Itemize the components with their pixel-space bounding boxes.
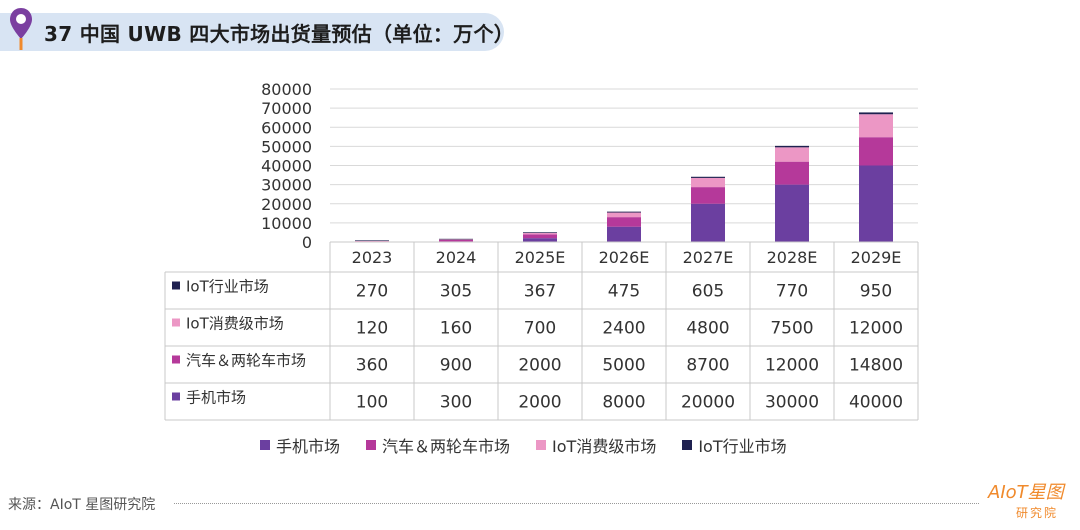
row-legend-swatch [172, 318, 180, 327]
legend-item: IoT行业市场 [682, 433, 787, 457]
table-cell-value: 367 [524, 282, 556, 302]
table-cell-value: 900 [440, 356, 472, 376]
y-tick-label: 0 [302, 233, 312, 252]
footer-divider [174, 503, 979, 504]
brand-logo: AIoT星图 研究院 [988, 478, 1076, 524]
y-tick-label: 50000 [261, 137, 312, 156]
table-cell-value: 2000 [518, 356, 561, 376]
row-legend-swatch [172, 392, 180, 401]
bar-segment [691, 187, 725, 204]
table-cell-value: 120 [356, 319, 388, 339]
bar-segment [607, 217, 641, 227]
table-cell-value: 12000 [765, 356, 819, 376]
table-header-category: 2028E [767, 248, 818, 267]
table-cell-value: 2400 [602, 319, 645, 339]
bar-segment [439, 239, 473, 240]
table-header-category: 2024 [436, 248, 477, 267]
legend-swatch [366, 440, 377, 450]
bar-segment [523, 234, 557, 239]
bar-segment [859, 114, 893, 138]
y-tick-label: 30000 [261, 176, 312, 195]
table-cell-value: 40000 [849, 393, 903, 413]
table-row-label: 汽车＆两轮车市场 [186, 352, 306, 370]
table-cell-value: 300 [440, 393, 472, 413]
table-header-category: 2026E [599, 248, 650, 267]
logo-subtitle: 研究院 [1016, 506, 1059, 520]
legend-label: 汽车＆两轮车市场 [382, 437, 511, 456]
table-cell-value: 12000 [849, 319, 903, 339]
table-cell-value: 100 [356, 393, 388, 413]
table-cell-value: 20000 [681, 393, 735, 413]
y-tick-label: 20000 [261, 195, 312, 214]
y-tick-label: 10000 [261, 214, 312, 233]
bar-segment [775, 184, 809, 242]
table-cell-value: 305 [440, 282, 472, 302]
table-cell-value: 700 [524, 319, 556, 339]
table-row-label: 手机市场 [186, 389, 246, 407]
bar-segment [859, 137, 893, 166]
bar-segment [439, 239, 473, 242]
stacked-bar-chart: 8000070000600005000040000300002000010000… [164, 80, 919, 421]
bar-segment [775, 147, 809, 162]
row-legend-swatch [172, 281, 180, 290]
table-cell-value: 8000 [602, 393, 645, 413]
legend-item: 手机市场 [260, 433, 340, 457]
table-cell-value: 8700 [686, 356, 729, 376]
table-cell-value: 5000 [602, 356, 645, 376]
chart-title: 37 中国 UWB 四大市场出货量预估（单位：万个） [44, 22, 515, 46]
bar-segment [523, 233, 557, 235]
table-cell-value: 14800 [849, 356, 903, 376]
table-row-label: IoT消费级市场 [186, 315, 284, 333]
legend-swatch [536, 440, 547, 450]
y-tick-label: 80000 [261, 80, 312, 99]
table-cell-value: 270 [356, 282, 388, 302]
table-cell-value: 30000 [765, 393, 819, 413]
title-banner [0, 13, 504, 51]
table-cell-value: 360 [356, 356, 388, 376]
bar-segment [859, 112, 893, 115]
legend-label: 手机市场 [276, 437, 341, 456]
y-tick-label: 40000 [261, 157, 312, 176]
table-cell-value: 7500 [770, 319, 813, 339]
bar-segment [439, 238, 473, 240]
table-header-category: 2023 [352, 248, 393, 267]
logo-wordmark: AIoT星图 [988, 482, 1064, 503]
bar-segment [607, 226, 641, 242]
bar-segment [775, 161, 809, 185]
table-header-category: 2029E [851, 248, 902, 267]
legend-swatch [260, 440, 270, 450]
bar-segment [691, 176, 725, 178]
table-cell-value: 770 [776, 282, 808, 302]
bar-segment [355, 240, 389, 242]
legend-label: IoT行业市场 [698, 437, 787, 456]
y-tick-label: 60000 [261, 118, 312, 137]
table-cell-value: 950 [860, 282, 892, 302]
legend-swatch [682, 440, 693, 450]
bar-segment [607, 211, 641, 213]
y-tick-label: 70000 [261, 99, 312, 118]
legend-item: 汽车＆两轮车市场 [366, 433, 510, 457]
legend-label: IoT消费级市场 [552, 437, 657, 456]
table-cell-value: 4800 [686, 319, 729, 339]
table-header-category: 2027E [683, 248, 734, 267]
table-cell-value: 2000 [518, 393, 561, 413]
table-cell-value: 475 [608, 282, 640, 302]
table-cell-value: 160 [440, 319, 472, 339]
map-pin-icon [10, 8, 32, 50]
bar-segment [859, 165, 893, 242]
bar-segment [523, 232, 557, 234]
source-note: 来源：AIoT 星图研究院 [8, 497, 156, 513]
bar-segment [607, 212, 641, 218]
legend-item: IoT消费级市场 [536, 433, 656, 457]
chart-legend: 手机市场 汽车＆两轮车市场 IoT消费级市场 IoT行业市场 [260, 434, 813, 456]
bar-segment [691, 177, 725, 188]
table-cell-value: 605 [692, 282, 724, 302]
row-legend-swatch [172, 355, 180, 364]
bar-segment [355, 240, 389, 241]
bar-segment [691, 203, 725, 242]
table-row-label: IoT行业市场 [186, 278, 269, 296]
table-header-category: 2025E [515, 248, 566, 267]
bar-segment [523, 238, 557, 242]
bar-segment [775, 145, 809, 148]
